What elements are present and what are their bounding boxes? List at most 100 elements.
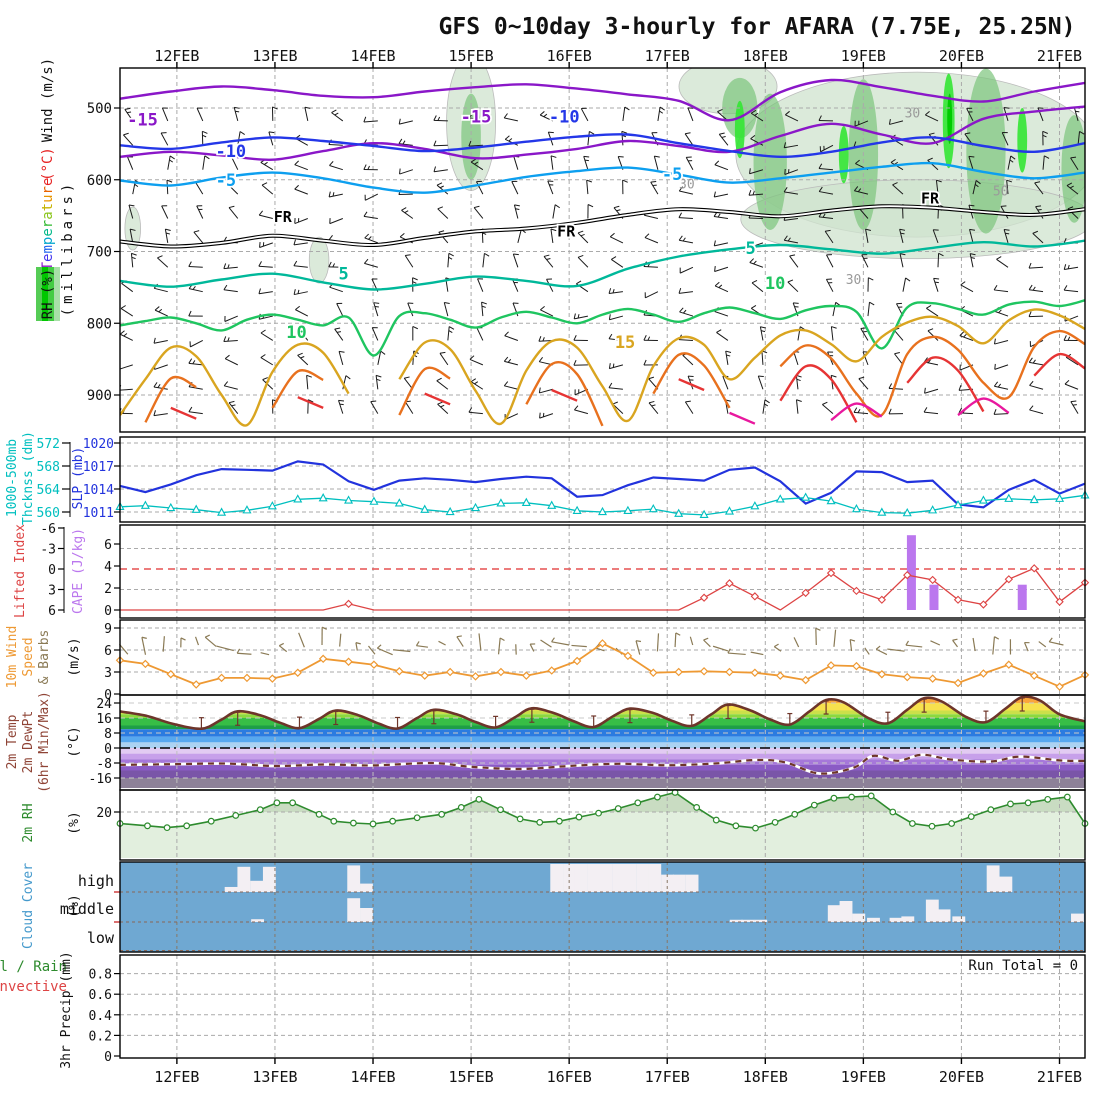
wind-barb [750, 112, 764, 122]
wind-barb [436, 377, 442, 382]
wind-barb [124, 107, 131, 110]
temp-band [120, 703, 1085, 711]
surface-barb [204, 636, 217, 647]
wind-barb [826, 254, 834, 268]
surface-barb [355, 642, 361, 645]
wind-barb [504, 360, 518, 366]
rh-marker [810, 801, 818, 809]
rh-contour-label: 30 [905, 106, 921, 121]
wind-barb [587, 131, 590, 146]
wind-barb [469, 358, 484, 366]
wind-barb [1064, 379, 1070, 385]
rh-marker [1044, 795, 1052, 803]
wind-barb [1032, 359, 1036, 364]
rh-marker [848, 793, 855, 801]
wind-barb [654, 155, 660, 158]
cloud-bar-high [648, 864, 662, 892]
wind-barb [120, 408, 122, 412]
wind-speed-marker [699, 667, 709, 676]
wind-barb [1009, 159, 1014, 163]
wind-barb [651, 404, 656, 407]
wind-barb [748, 189, 752, 196]
wind-barb [239, 131, 245, 136]
rh-contour-label: 50 [993, 185, 1009, 200]
wind-barb [511, 181, 519, 195]
wind-barb [1042, 130, 1048, 134]
wind-barb [223, 284, 228, 291]
wind-speed-marker [522, 671, 531, 680]
wind-barb [295, 309, 309, 317]
surface-barb [119, 643, 129, 655]
wind-barb [231, 156, 239, 170]
wind-barb [784, 191, 799, 195]
wind-barb [228, 402, 239, 414]
wind-barb [860, 328, 869, 341]
wind-barb [153, 382, 158, 388]
wind-barb [830, 326, 834, 341]
wind-barb [121, 282, 134, 293]
thickness-marker [191, 504, 201, 513]
wind-barb [958, 385, 962, 391]
wind-barb [797, 326, 801, 341]
wind-barb [713, 216, 728, 219]
wind-barb [202, 130, 208, 134]
cloud-bar-middle [937, 909, 951, 922]
wind-barb [1028, 357, 1033, 363]
wind-barb [622, 106, 626, 121]
wind-barb [1070, 157, 1079, 170]
wind-barb [608, 288, 612, 294]
panel-2m-rh [116, 789, 1089, 860]
wind-barb [504, 117, 518, 122]
wind-barb [364, 237, 379, 244]
wind-barb [123, 333, 128, 337]
wind-barb [853, 141, 857, 147]
rh-marker [732, 822, 740, 830]
wind-barb [468, 113, 473, 119]
temp-contour--10 [120, 133, 1085, 159]
rainbow-letter: t [40, 203, 56, 211]
wind-barb [304, 106, 311, 109]
wind-barb [439, 353, 449, 366]
surface-barb [236, 648, 241, 654]
rainbow-letter: u [40, 194, 56, 202]
wind-barb [202, 134, 207, 138]
wind-barb [789, 254, 796, 257]
wind-barb [334, 328, 344, 341]
wind-barb [481, 305, 486, 308]
rh-shading [966, 68, 1006, 234]
wind-barb [363, 215, 378, 219]
wind-barb [1029, 384, 1044, 390]
wind-barb [336, 331, 342, 333]
wind-barb [1035, 206, 1044, 219]
wind-barb [468, 144, 483, 147]
wind-barb [370, 400, 377, 403]
wind-barb [261, 184, 274, 195]
wind-speed-marker [1055, 682, 1064, 691]
surface-barb [260, 652, 270, 656]
thickness-marker [978, 495, 988, 504]
wind-barb [647, 336, 651, 341]
wind-barb [399, 120, 413, 125]
wind-barb [749, 258, 755, 263]
wind-barb [297, 289, 300, 294]
wind-barb [993, 338, 996, 345]
cloud-bar-high [237, 866, 251, 892]
axis-label-text: RH (%) [40, 269, 56, 320]
wind-barb [714, 285, 729, 293]
wind-barb [539, 413, 554, 419]
rh-marker [928, 822, 936, 830]
y-tick-label: 700 [87, 245, 112, 261]
wind-barb [345, 375, 351, 380]
wind-barb [714, 242, 729, 247]
wind-barb [195, 181, 204, 195]
li-marker [1030, 564, 1039, 573]
thickness-marker [293, 494, 303, 503]
axis-label: & Barbs [37, 630, 52, 685]
axis-label: (millibars) [60, 180, 76, 317]
wind-barb [473, 205, 480, 209]
wind-barb [153, 413, 168, 417]
rh-marker [791, 810, 799, 818]
wind-barb [1064, 266, 1079, 271]
wind-barb [1044, 155, 1050, 159]
